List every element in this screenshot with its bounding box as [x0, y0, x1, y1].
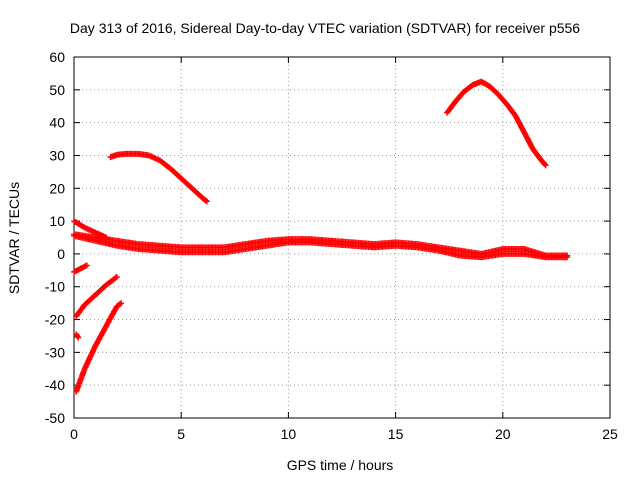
y-tick-label: 40 [49, 115, 65, 131]
data-point [202, 197, 209, 204]
series-arc-upper-right [444, 78, 549, 169]
data-point [74, 333, 81, 340]
x-tick-label: 15 [388, 426, 404, 442]
data-point [203, 198, 210, 205]
series-arc-lower-left-1 [73, 273, 120, 320]
data-point [82, 263, 89, 270]
data-point [117, 300, 124, 307]
y-tick-label: 60 [49, 49, 65, 65]
x-tick-label: 5 [177, 426, 185, 442]
data-point [83, 262, 90, 269]
series-arc-lower-left-2 [73, 300, 125, 395]
x-tick-label: 10 [281, 426, 297, 442]
data-marks [71, 78, 571, 395]
x-tick-label: 20 [495, 426, 511, 442]
y-tick-label: -30 [45, 344, 65, 360]
x-axis-title: GPS time / hours [287, 457, 394, 473]
data-point [113, 273, 120, 280]
data-point [75, 334, 82, 341]
y-tick-label: -10 [45, 279, 65, 295]
y-axis-title: SDTVAR / TECUs [6, 182, 22, 294]
data-point [112, 274, 119, 281]
plot-frame [73, 56, 611, 419]
data-point [541, 161, 548, 168]
y-tick-label: -50 [45, 410, 65, 426]
series-main-band-upper [71, 231, 571, 259]
data-point [564, 252, 571, 259]
series-arc-small-left [71, 262, 90, 275]
series-dots-left [73, 331, 82, 341]
series-arc-descending [71, 218, 110, 241]
x-tick-label: 0 [70, 426, 78, 442]
y-tick-label: 20 [49, 180, 65, 196]
chart-title: Day 313 of 2016, Sidereal Day-to-day VTE… [70, 20, 580, 36]
y-tick-label: 0 [57, 246, 65, 262]
grid [74, 57, 610, 418]
y-tick-label: 30 [49, 147, 65, 163]
x-tick-label: 25 [602, 426, 618, 442]
y-tick-label: -40 [45, 377, 65, 393]
data-point [118, 300, 125, 307]
data-point [103, 234, 110, 241]
y-tick-label: 10 [49, 213, 65, 229]
series-arc-upper-left [107, 150, 210, 205]
y-tick-label: 50 [49, 82, 65, 98]
data-point [542, 162, 549, 169]
y-tick-label: -20 [45, 312, 65, 328]
axis-ticks: 0 5 10 15 20 25 -50 -40 -30 -20 -10 0 10 20 30 40 50 60 [45, 49, 618, 442]
